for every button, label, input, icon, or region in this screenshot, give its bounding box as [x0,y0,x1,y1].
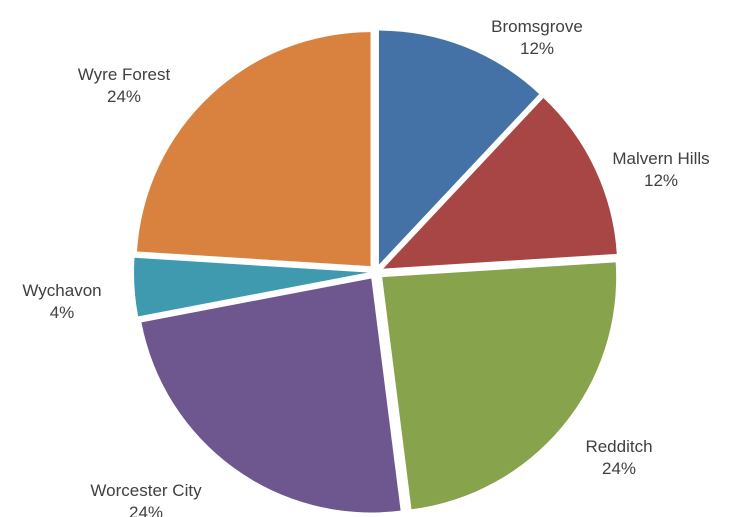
slice-wychavon [134,257,369,317]
slice-percent-label: 24% [129,503,163,517]
slice-bromsgrove [378,30,540,265]
slice-redditch [382,262,617,510]
pie-slices [134,30,617,513]
slice-percent-label: 24% [107,87,141,106]
slice-percent-label: 24% [602,459,636,478]
slice-worcester-city [141,278,401,513]
slice-name-label: Redditch [585,437,652,456]
slice-wyre-forest [136,32,371,267]
slice-name-label: Malvern Hills [612,149,709,168]
slice-percent-label: 12% [520,39,554,58]
slice-name-label: Wyre Forest [78,65,171,84]
slice-name-label: Bromsgrove [491,17,583,36]
pie-labels: Bromsgrove 12% Malvern Hills 12% Redditch 24%… [22,17,709,517]
slice-percent-label: 4% [50,303,75,322]
slice-percent-label: 12% [644,171,678,190]
slice-malvern-hills [383,98,617,269]
slice-name-label: Worcester City [90,481,202,500]
slice-name-label: Wychavon [22,281,101,300]
